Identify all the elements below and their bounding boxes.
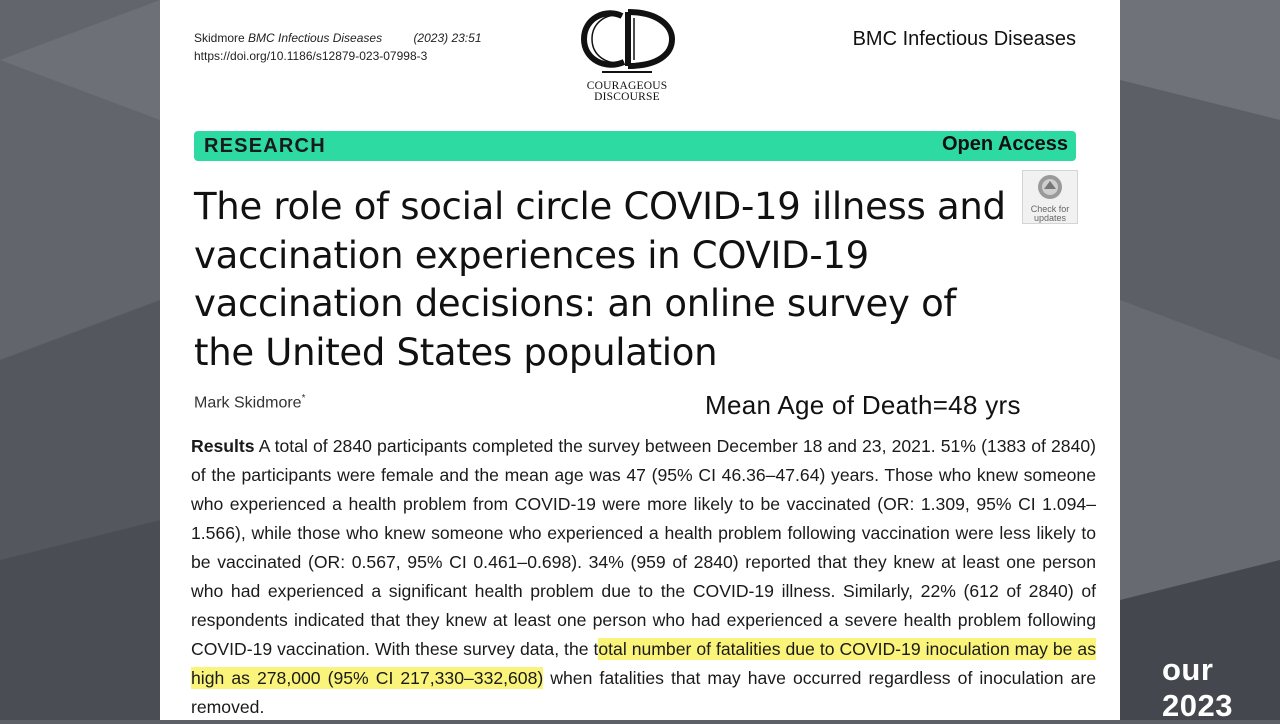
open-access-label: Open Access bbox=[942, 133, 1068, 155]
abstract-results-paragraph: Results A total of 2840 participants com… bbox=[191, 432, 1096, 720]
watermark-text: our 2023 bbox=[1162, 652, 1233, 723]
author-name[interactable]: Mark Skidmore bbox=[194, 394, 302, 412]
check-for-updates-line2: updates bbox=[1033, 213, 1067, 223]
author-line: Mark Skidmore* bbox=[194, 393, 305, 412]
logo-text-line1: COURAGEOUS bbox=[586, 80, 668, 92]
results-tail-text: when fatalities that may have occurred r… bbox=[191, 668, 1096, 717]
check-for-updates-icon bbox=[1038, 175, 1062, 199]
paper-page: Skidmore BMC Infectious Diseases (2023) … bbox=[160, 0, 1120, 720]
citation-journal: BMC Infectious Diseases bbox=[248, 31, 383, 45]
results-body-text: A total of 2840 participants completed t… bbox=[191, 436, 1096, 659]
corresponding-author-mark: * bbox=[301, 393, 306, 404]
article-type-label: RESEARCH bbox=[204, 135, 326, 157]
logo-text-line2: DISCOURSE bbox=[594, 91, 660, 103]
courageous-discourse-logo: COURAGEOUS DISCOURSE bbox=[572, 6, 682, 106]
check-for-updates-button[interactable]: Check for updates bbox=[1022, 170, 1078, 224]
journal-name: BMC Infectious Diseases bbox=[852, 28, 1076, 50]
check-for-updates-line1: Check for bbox=[1030, 204, 1070, 214]
citation-year-volume: (2023) 23:51 bbox=[413, 31, 482, 45]
citation-doi-link[interactable]: https://doi.org/10.1186/s12879-023-07998… bbox=[194, 49, 428, 63]
article-title: The role of social circle COVID-19 illne… bbox=[194, 185, 1006, 374]
citation-author: Skidmore bbox=[194, 31, 245, 45]
cd-monogram-icon bbox=[580, 9, 676, 73]
research-banner: RESEARCH Open Access bbox=[194, 131, 1076, 161]
results-heading: Results bbox=[191, 436, 255, 456]
citation-header: Skidmore BMC Infectious Diseases (2023) … bbox=[194, 29, 482, 65]
mean-age-overlay-text: Mean Age of Death=48 yrs bbox=[705, 390, 1021, 420]
